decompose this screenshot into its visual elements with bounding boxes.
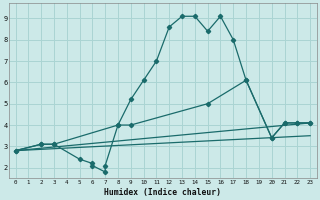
X-axis label: Humidex (Indice chaleur): Humidex (Indice chaleur)	[104, 188, 221, 197]
